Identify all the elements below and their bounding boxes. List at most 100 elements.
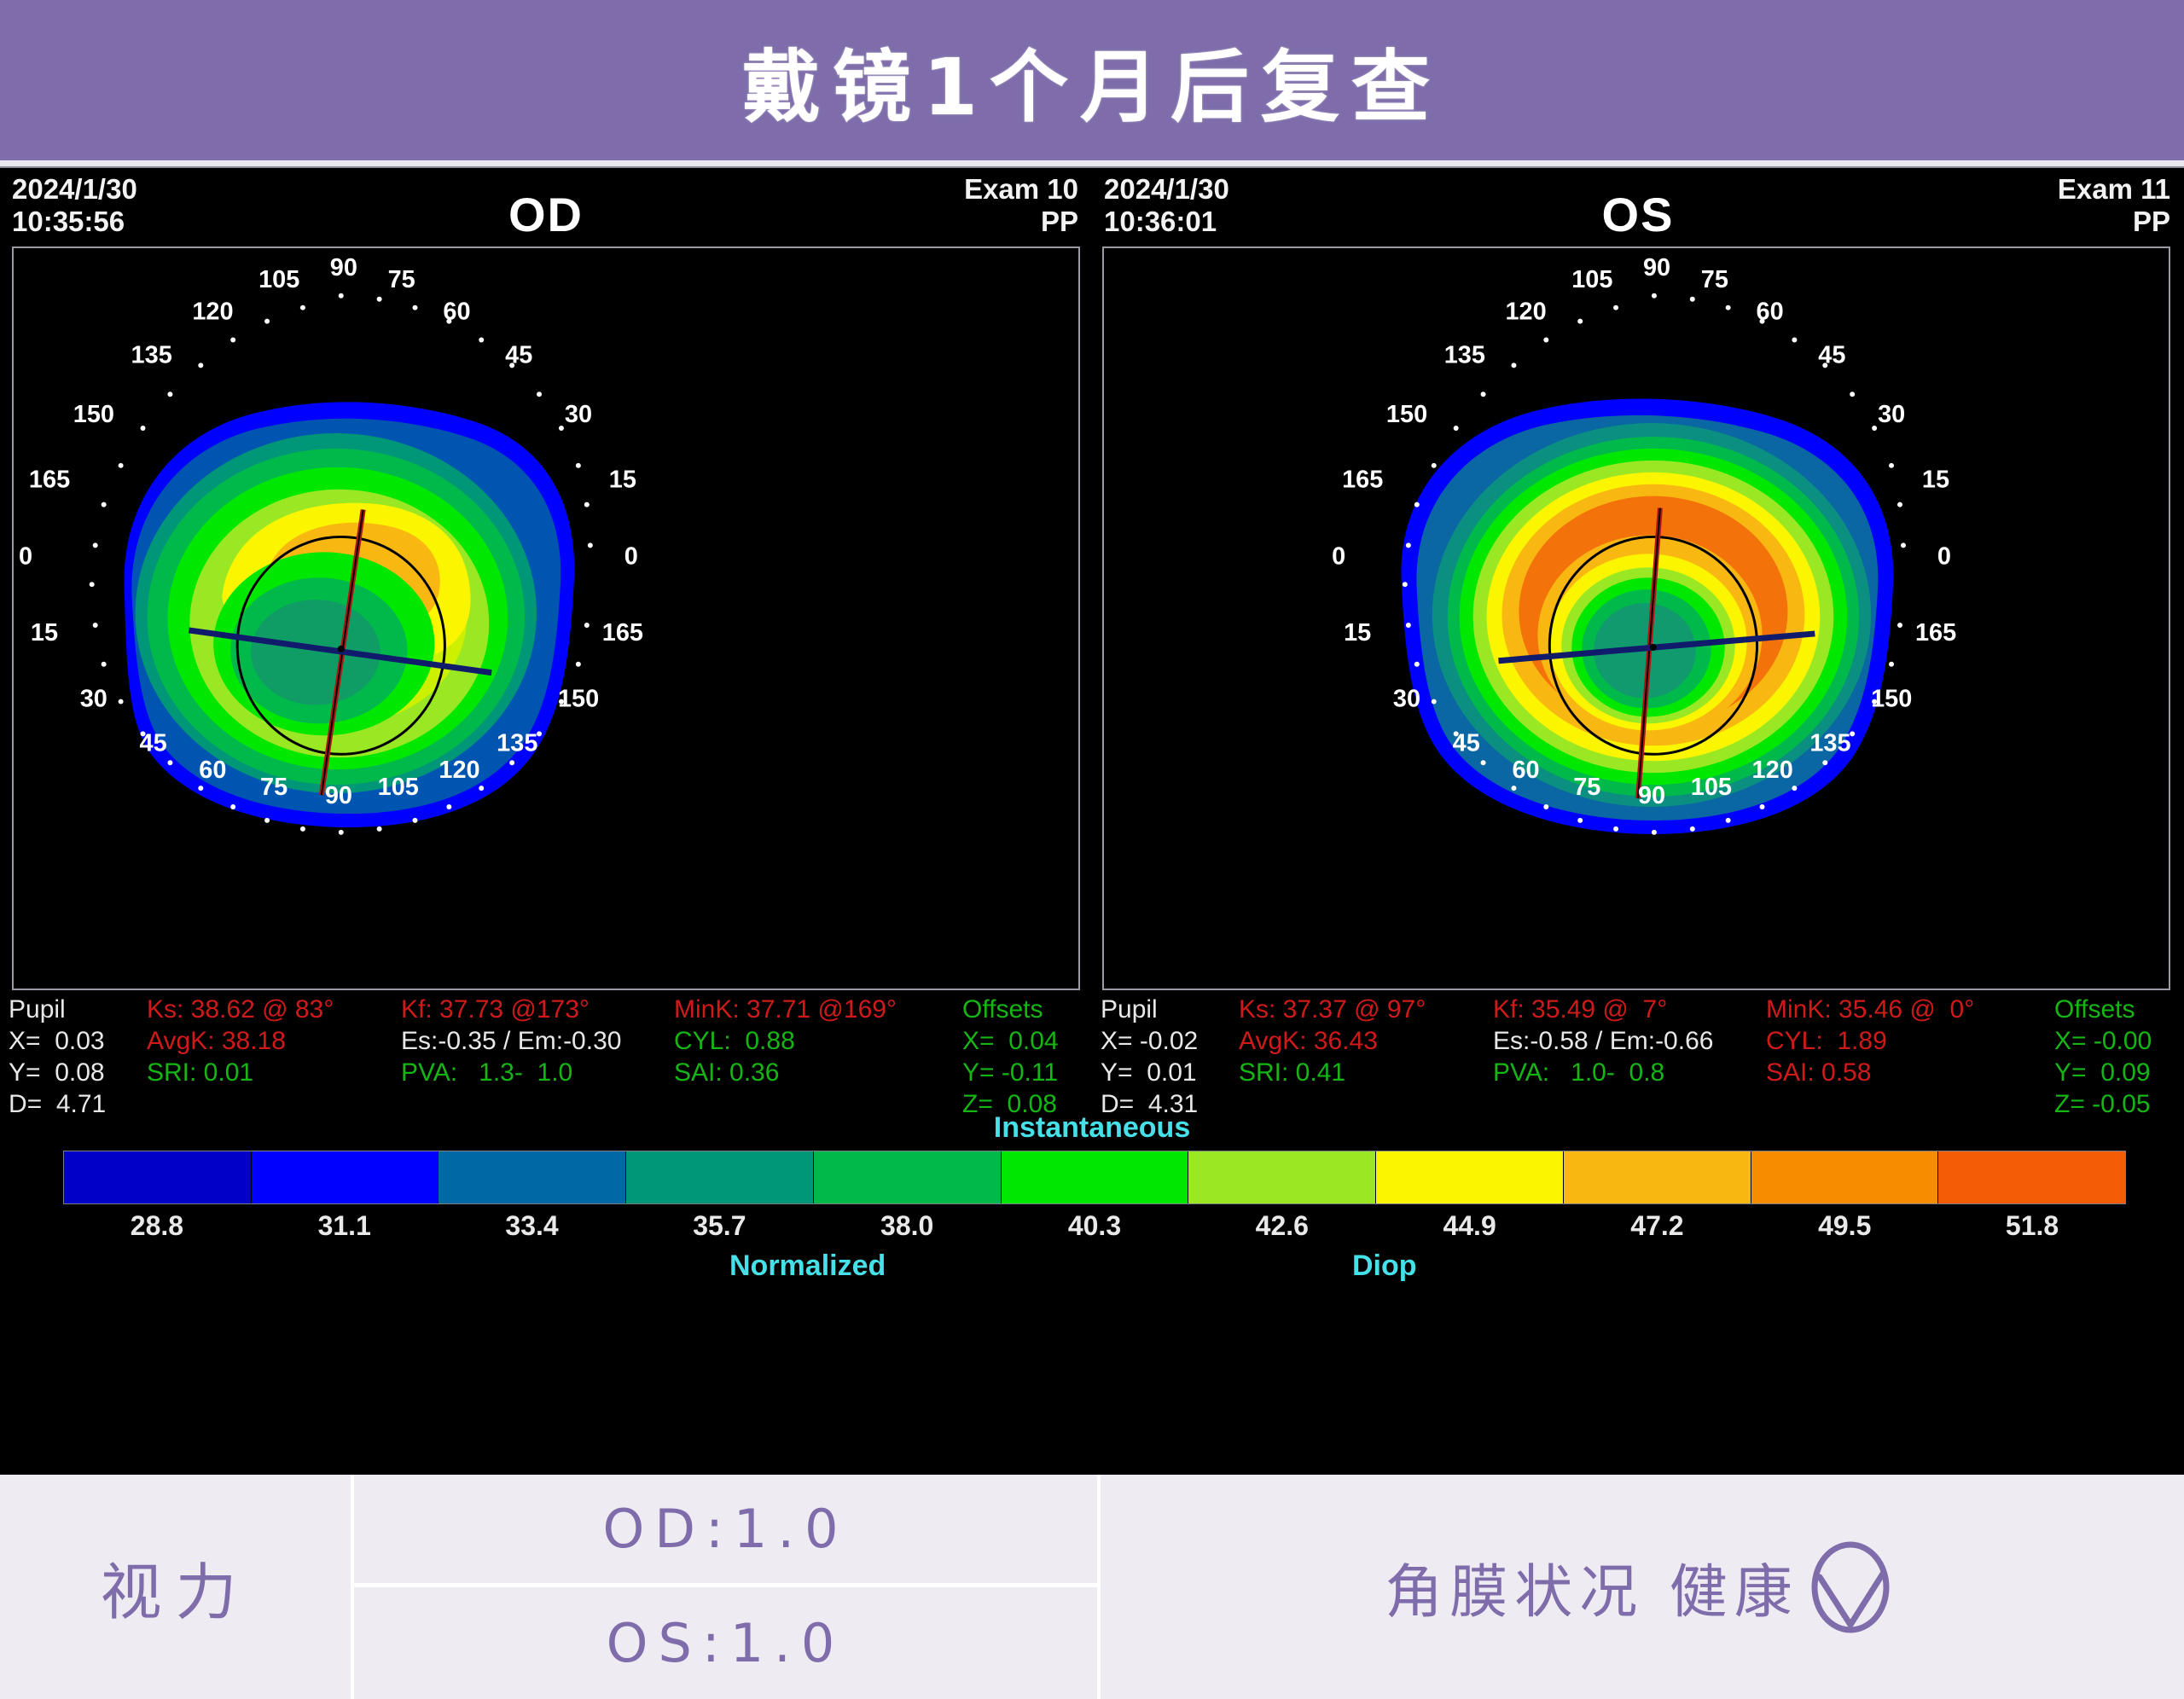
pupil-y-od: Y= 0.08 bbox=[9, 1058, 105, 1087]
od-deg-120-l: 120 bbox=[192, 299, 233, 326]
os-deg-165-l: 165 bbox=[1342, 467, 1383, 494]
exam-date-od: 2024/1/30 bbox=[12, 173, 137, 205]
eye-panel-od: 2024/1/30 10:35:56 OD Exam 10 PP bbox=[0, 168, 1092, 1476]
pupil-title-od: Pupil bbox=[9, 995, 66, 1023]
od-deg-60-b: 60 bbox=[199, 757, 226, 784]
mink-od: MinK: 37.71 @169° bbox=[674, 995, 897, 1023]
sai-os: SAI: 0.58 bbox=[1766, 1058, 1872, 1087]
od-axis-labels: 90 75 60 45 30 15 0 165 150 135 120 105 … bbox=[19, 254, 643, 809]
colorbar-tick: 44.9 bbox=[1443, 1210, 1496, 1241]
colorbar-cell bbox=[626, 1151, 814, 1203]
os-deg-15-l: 15 bbox=[1344, 619, 1371, 647]
topography-map-os-svg: 90 75 60 45 30 15 0 165 150 135 120 105 … bbox=[1104, 248, 2169, 989]
os-deg-165-r: 165 bbox=[1915, 619, 1956, 647]
pva-os: PVA: 1.0- 0.8 bbox=[1493, 1058, 1665, 1087]
acuity-os: OS:1.0 bbox=[606, 1611, 845, 1674]
colorbar bbox=[63, 1151, 2126, 1204]
od-deg-135-r: 135 bbox=[497, 729, 537, 757]
os-deg-0-right: 0 bbox=[1937, 542, 1951, 570]
stats-od: Pupil X= 0.03 Y= 0.08 D= 4.71 Ks: 38.62 … bbox=[0, 994, 1092, 1118]
od-deg-30-top: 30 bbox=[565, 401, 592, 428]
od-deg-15-top: 15 bbox=[609, 467, 636, 494]
os-deg-75-b: 75 bbox=[1573, 774, 1600, 801]
eye-header-od: 2024/1/30 10:35:56 OD Exam 10 PP bbox=[0, 168, 1092, 243]
os-steep-axis-core bbox=[1636, 507, 1661, 799]
os-deg-120-l: 120 bbox=[1505, 299, 1546, 326]
exam-time-od: 10:35:56 bbox=[12, 206, 125, 237]
od-deg-150-r: 150 bbox=[558, 686, 599, 713]
os-deg-75-top: 75 bbox=[1701, 266, 1728, 293]
os-deg-30-l: 30 bbox=[1393, 686, 1420, 713]
od-deg-45-top: 45 bbox=[505, 341, 532, 368]
ks-od: Ks: 38.62 @ 83° bbox=[147, 995, 334, 1023]
pupil-x-os: X= -0.02 bbox=[1101, 1027, 1199, 1055]
colorbar-tick: 33.4 bbox=[505, 1210, 559, 1241]
topography-map-os[interactable]: 90 75 60 45 30 15 0 165 150 135 120 105 … bbox=[1102, 246, 2170, 990]
eye-designation-os: OS bbox=[1601, 188, 1675, 241]
kf-os: Kf: 35.49 @ 7° bbox=[1493, 995, 1668, 1023]
kf-od: Kf: 37.73 @173° bbox=[401, 995, 590, 1023]
colorbar-cell bbox=[1563, 1151, 1751, 1203]
esem-od: Es:-0.35 / Em:-0.30 bbox=[401, 1027, 622, 1055]
os-deg-60-b: 60 bbox=[1512, 757, 1539, 784]
mink-os: MinK: 35.46 @ 0° bbox=[1766, 995, 1975, 1023]
sri-os: SRI: 0.41 bbox=[1239, 1058, 1346, 1087]
os-deg-15-top: 15 bbox=[1922, 467, 1949, 494]
exam-datetime-od: 2024/1/30 10:35:56 bbox=[12, 173, 137, 238]
esem-os: Es:-0.58 / Em:-0.66 bbox=[1493, 1027, 1714, 1055]
avgk-od: AvgK: 38.18 bbox=[147, 1027, 286, 1055]
os-deg-150-l: 150 bbox=[1386, 401, 1427, 428]
od-deg-75-top: 75 bbox=[388, 266, 415, 293]
cyl-os: CYL: 1.89 bbox=[1766, 1027, 1887, 1055]
os-deg-150-r: 150 bbox=[1871, 686, 1912, 713]
pupil-d-os: D= 4.31 bbox=[1101, 1090, 1199, 1118]
offset-x-od: X= 0.04 bbox=[962, 1027, 1059, 1055]
topography-area: 2024/1/30 10:35:56 OD Exam 10 PP bbox=[0, 166, 2184, 1475]
map-type-label: Instantaneous bbox=[993, 1111, 1191, 1144]
os-deg-105-l: 105 bbox=[1571, 266, 1612, 293]
od-center-marker bbox=[337, 645, 345, 652]
od-deg-30-l: 30 bbox=[80, 686, 107, 713]
offsets-title-os: Offsets bbox=[2054, 995, 2135, 1023]
page-title: 戴镜1个月后复查 bbox=[741, 41, 1442, 133]
colorbar-cell bbox=[813, 1151, 1002, 1203]
od-deg-105-b: 105 bbox=[378, 774, 419, 801]
vision-label: 视力 bbox=[0, 1475, 354, 1699]
topography-map-od-svg: 90 75 60 45 30 15 0 165 150 135 120 105 … bbox=[14, 248, 1078, 989]
sai-od: SAI: 0.36 bbox=[674, 1058, 780, 1087]
colorbar-cell bbox=[64, 1151, 252, 1203]
pupil-y-os: Y= 0.01 bbox=[1101, 1058, 1197, 1087]
od-deg-165-l: 165 bbox=[29, 467, 70, 494]
normalized-label: Normalized bbox=[729, 1250, 886, 1282]
colorbar-tick: 38.0 bbox=[880, 1210, 934, 1241]
exam-time-os: 10:36:01 bbox=[1104, 206, 1217, 237]
colorbar-tick: 31.1 bbox=[317, 1210, 371, 1241]
os-axis-labels: 90 75 60 45 30 15 0 165 150 135 120 105 … bbox=[1332, 254, 1956, 809]
offset-x-os: X= -0.00 bbox=[2054, 1027, 2152, 1055]
os-deg-135-l: 135 bbox=[1444, 341, 1485, 368]
eye-header-os: 2024/1/30 10:36:01 OS Exam 11 PP bbox=[1092, 168, 2184, 243]
colorbar-tick: 35.7 bbox=[693, 1210, 746, 1241]
pupil-title-os: Pupil bbox=[1101, 995, 1158, 1023]
ks-os: Ks: 37.37 @ 97° bbox=[1239, 995, 1426, 1023]
diopter-unit-label: Diop bbox=[1352, 1250, 1417, 1282]
os-center-marker bbox=[1649, 643, 1657, 651]
offset-z-od: Z= 0.08 bbox=[962, 1090, 1057, 1118]
od-pupil-circle bbox=[235, 535, 446, 756]
pupil-d-od: D= 4.71 bbox=[9, 1090, 107, 1118]
banner-divider bbox=[0, 160, 2184, 166]
exam-date-os: 2024/1/30 bbox=[1104, 173, 1229, 205]
check-circle-icon-svg bbox=[1811, 1541, 1890, 1632]
exam-mode-od: PP bbox=[1040, 206, 1078, 237]
os-deg-30-top: 30 bbox=[1878, 401, 1905, 428]
colorbar-tick: 47.2 bbox=[1630, 1210, 1684, 1241]
acuity-block: OD:1.0 OS:1.0 bbox=[354, 1475, 1101, 1699]
sri-od: SRI: 0.01 bbox=[147, 1058, 254, 1087]
colorbar-cell bbox=[1376, 1151, 1564, 1203]
stats-os: Pupil X= -0.02 Y= 0.01 D= 4.31 Ks: 37.37… bbox=[1092, 994, 2184, 1118]
offsets-title-od: Offsets bbox=[962, 995, 1043, 1023]
topography-map-od[interactable]: 90 75 60 45 30 15 0 165 150 135 120 105 … bbox=[12, 246, 1080, 990]
od-deg-105-l: 105 bbox=[258, 266, 299, 293]
colorbar-cell bbox=[1188, 1151, 1377, 1203]
colorbar-cell bbox=[1001, 1151, 1189, 1203]
